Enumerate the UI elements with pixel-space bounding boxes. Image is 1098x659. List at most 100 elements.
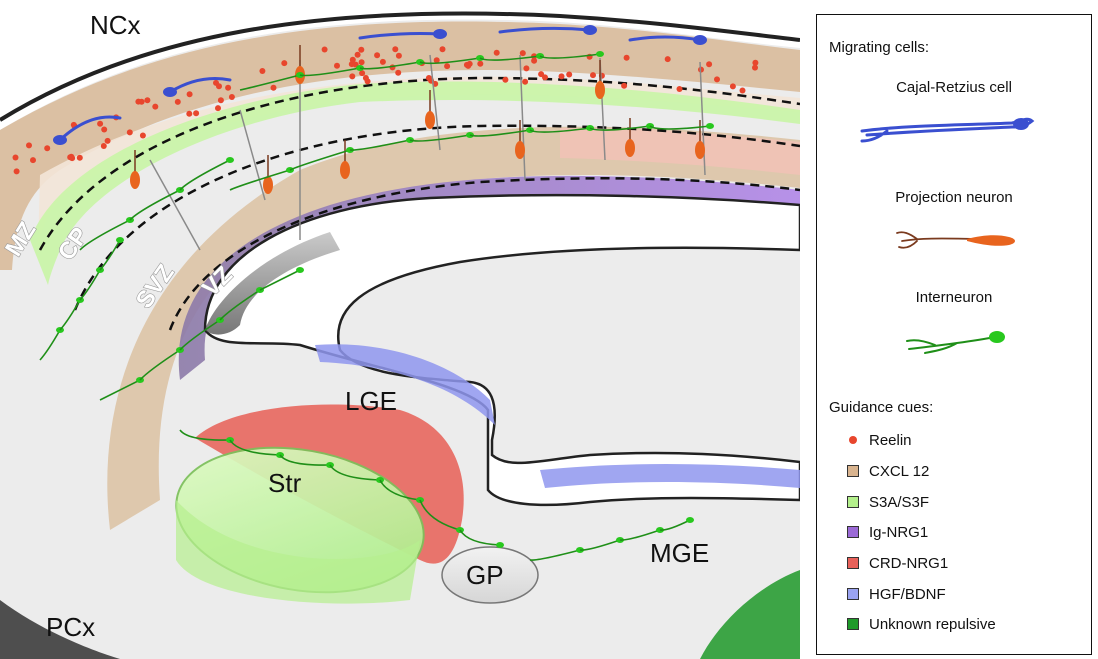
cajal-retzius-cell — [498, 26, 592, 34]
radial-glia-fiber — [519, 54, 526, 181]
legend-cue-s3a-s3f: S3A/S3F — [847, 491, 929, 513]
interneuron-process — [479, 55, 541, 61]
region-label-pcx: PCx — [46, 612, 95, 642]
reelin-dot — [392, 46, 399, 53]
reelin-dot — [144, 97, 151, 104]
legend-cue-label: HGF/BDNF — [869, 585, 946, 603]
legend-cue-label: CXCL 12 — [869, 462, 930, 480]
interneuron-process — [179, 319, 221, 351]
interneuron-process — [579, 539, 621, 551]
reelin-dot — [439, 46, 446, 53]
reelin-dot — [519, 50, 526, 57]
reelin-dot — [538, 71, 545, 78]
reelin-dot — [186, 110, 193, 117]
legend-cue-label: CRD-NRG1 — [869, 554, 949, 572]
legend-cue-reelin: Reelin — [847, 429, 912, 451]
brain-section-illustration: MZ CP SVZ VZ NCx LGE Str GP MGE PCx — [0, 10, 800, 659]
unknown-repulsive-region — [700, 570, 800, 659]
reelin-dot — [374, 52, 381, 59]
interneuron-process — [139, 349, 181, 381]
ig-nrg1-vz-band — [178, 175, 800, 380]
interneuron-soma — [686, 517, 694, 523]
reelin-dot — [729, 83, 736, 90]
reelin-dot — [135, 98, 142, 105]
reelin-dot — [676, 86, 683, 92]
reelin-dot — [126, 129, 133, 136]
interneuron-soma — [596, 51, 604, 57]
interneuron-icon — [906, 331, 1005, 354]
reelin-dot — [30, 157, 36, 164]
reelin-dot — [477, 60, 484, 67]
region-label-lge: LGE — [345, 386, 397, 416]
cajal-retzius-soma — [693, 35, 707, 45]
legend-panel: Migrating cells: Cajal-Retzius cell Proj… — [816, 14, 1092, 655]
interneuron-process — [259, 269, 301, 291]
bottom-left-edge — [0, 600, 120, 659]
cajal-retzius-cell-icon — [860, 117, 1035, 143]
legend-cue-unknown-repulsive: Unknown repulsive — [847, 613, 996, 635]
svz-pink-band — [560, 128, 800, 175]
interneuron-process — [649, 125, 711, 130]
reelin-dot — [215, 105, 221, 112]
reelin-dot — [321, 46, 328, 53]
region-label-ncx: NCx — [90, 10, 141, 40]
legend-cue-label: Ig-NRG1 — [869, 523, 929, 541]
interneuron-process — [539, 53, 601, 59]
interneuron-process — [39, 329, 61, 361]
reelin-dot — [100, 143, 107, 149]
interneuron-process — [529, 127, 591, 133]
interneuron-process — [179, 429, 231, 441]
reelin-dot — [714, 76, 720, 83]
radial-glia-fiber — [149, 159, 201, 251]
projection-neuron-soma — [695, 141, 705, 159]
reelin-dot — [216, 83, 222, 90]
reelin-dot — [395, 52, 402, 59]
projection-neuron-soma — [425, 111, 435, 129]
interneuron-process — [79, 219, 131, 251]
reelin-dot — [502, 76, 509, 83]
projection-neuron-soma — [515, 141, 525, 159]
legend-cue-crd-nrg1: CRD-NRG1 — [847, 552, 948, 574]
globus-pallidus-shape — [441, 546, 539, 604]
mz-cp-boundary — [38, 76, 800, 251]
cp-svz-boundary — [73, 124, 800, 311]
interneuron-process — [239, 74, 301, 91]
interneuron-process — [79, 269, 101, 301]
reelin-dot — [259, 68, 266, 74]
reelin-dot — [228, 94, 235, 100]
color-swatch-icon — [847, 618, 859, 630]
reelin-dot — [664, 56, 671, 63]
reelin-dot — [395, 69, 402, 76]
reelin-dot — [270, 84, 277, 91]
reelin-dot — [67, 154, 74, 161]
interneuron-process — [589, 125, 651, 131]
region-label-gp: GP — [466, 560, 504, 590]
pial-surface — [0, 11, 800, 122]
reelin-dot — [359, 70, 366, 77]
reelin-dot — [193, 110, 200, 117]
reelin-dot — [739, 87, 746, 94]
interneuron-process — [99, 379, 141, 401]
reelin-dot — [444, 63, 451, 70]
projection-neuron-soma — [595, 81, 605, 99]
reelin-dot — [186, 91, 193, 98]
reelin-dot — [558, 73, 565, 80]
interneuron-process — [619, 529, 661, 541]
interneuron-process — [329, 464, 381, 481]
interneuron-soma — [116, 237, 124, 243]
projection-neuron-icon — [896, 231, 1015, 249]
reelin-dot — [364, 78, 371, 85]
color-swatch-icon — [847, 557, 859, 569]
reelin-dot — [281, 60, 288, 67]
interneuron-process — [359, 61, 421, 70]
reelin-dot — [623, 54, 630, 61]
projection-neuron-soma — [340, 161, 350, 179]
s3a-s3f-band — [30, 81, 800, 285]
reelin-dot — [76, 154, 83, 161]
interneuron-soma — [706, 123, 714, 129]
color-swatch-icon — [847, 496, 859, 508]
ventricle-rim-shadow — [205, 232, 340, 335]
reelin-dot — [531, 57, 538, 64]
legend-cue-hgf-bdnf: HGF/BDNF — [847, 583, 946, 605]
reelin-dot — [752, 64, 758, 71]
